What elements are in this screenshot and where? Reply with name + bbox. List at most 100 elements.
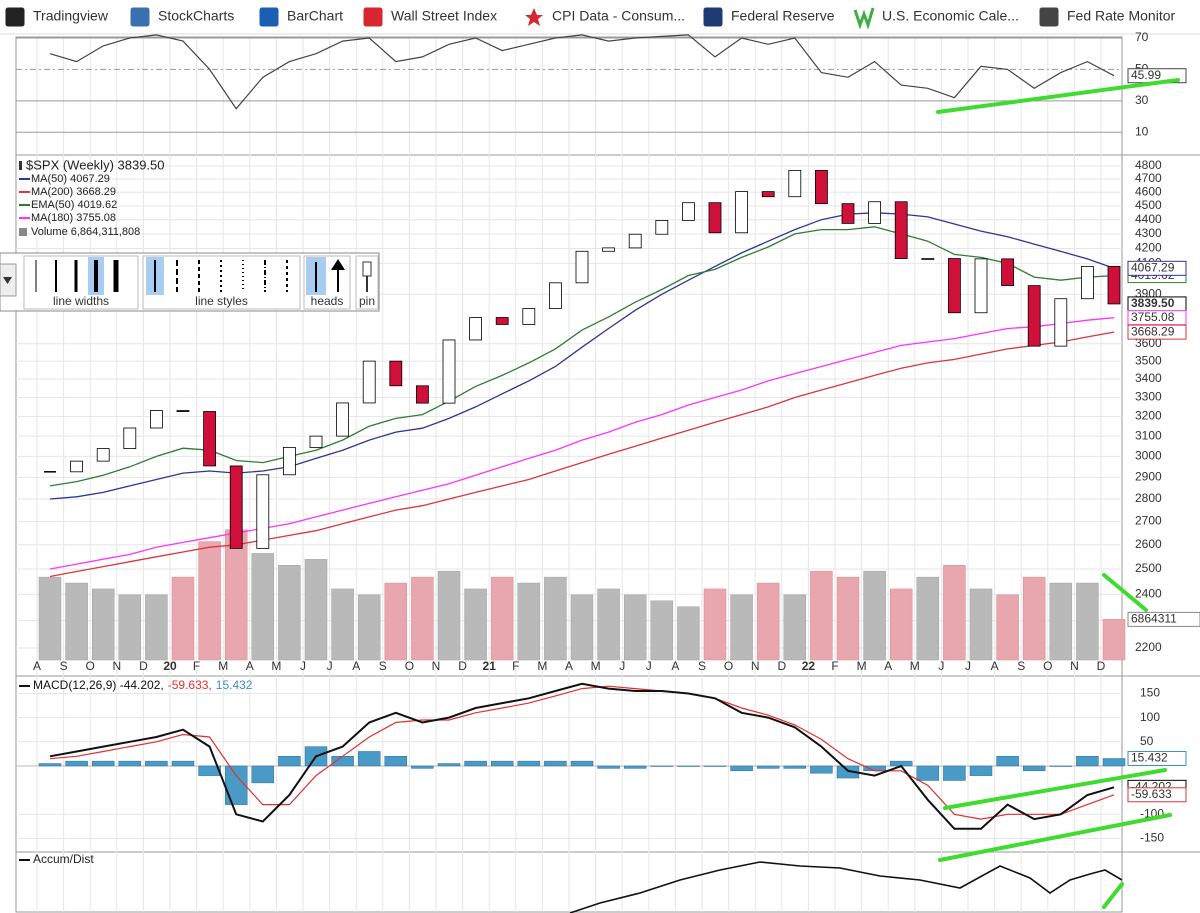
value-box: [1127, 751, 1187, 767]
volume-bar: [677, 606, 700, 661]
volume-bar: [889, 588, 913, 661]
volume-bar: [384, 582, 408, 661]
bookmark-icon: [853, 7, 875, 30]
bookmark-icon: [259, 7, 279, 27]
x-tick-label: A: [991, 659, 999, 673]
bookmark[interactable]: Tradingview: [5, 7, 109, 27]
candle: [1027, 285, 1041, 347]
x-tick-label: 22: [802, 659, 816, 673]
histogram-bar: [730, 765, 753, 772]
histogram-bar: [331, 756, 354, 767]
y-tick-label: -150: [1140, 831, 1164, 845]
histogram-bar: [198, 765, 221, 776]
bookmark[interactable]: Federal Reserve: [703, 7, 835, 27]
volume-bar: [810, 570, 833, 661]
x-tick-label: J: [619, 659, 625, 673]
histogram-bar: [118, 760, 142, 767]
histogram-bar: [65, 760, 88, 767]
value-label: 3755.08: [1131, 310, 1175, 324]
volume-bar: [1049, 582, 1073, 661]
x-tick-label: J: [646, 659, 652, 673]
macd-line: [49, 682, 1115, 830]
candle: [362, 360, 376, 404]
candle: [602, 247, 615, 252]
histogram-bar: [810, 765, 833, 774]
volume-bar: [730, 594, 753, 661]
volume-bar: [251, 553, 275, 661]
y-tick-label: 4200: [1135, 241, 1162, 255]
x-tick-label: A: [565, 659, 573, 673]
value-label: -59.633: [1131, 787, 1172, 801]
legend-icon: [19, 161, 22, 170]
volume-bar: [943, 565, 966, 661]
y-tick-label: 3500: [1135, 353, 1162, 367]
ma-line: [49, 226, 1115, 487]
toolbar-label: line styles: [195, 294, 248, 308]
bookmark-icon: [703, 7, 723, 27]
dropdown-arrow: [3, 277, 12, 284]
candle: [442, 339, 456, 404]
ma-line: [49, 331, 1115, 578]
toolbar-group[interactable]: line widths: [23, 255, 139, 310]
candle: [788, 169, 802, 198]
y-tick-label: 4400: [1135, 212, 1162, 226]
candle: [708, 202, 722, 234]
volume-bar: [171, 576, 195, 661]
candle: [974, 258, 988, 314]
toolbar-group[interactable]: line styles: [142, 255, 301, 310]
histogram-bar: [1102, 758, 1126, 767]
x-tick-label: S: [379, 659, 387, 673]
bookmark[interactable]: CPI Data - Consum...: [525, 8, 685, 26]
bookmark[interactable]: U.S. Economic Cale...: [853, 7, 1019, 30]
y-tick-label: 3200: [1135, 409, 1162, 423]
bookmark-icon: [525, 8, 543, 26]
candle: [415, 385, 429, 404]
x-tick-label: M: [857, 659, 867, 673]
candle: [469, 317, 483, 341]
x-tick-label: 21: [483, 659, 497, 673]
candle: [1107, 265, 1121, 305]
volume-bar: [65, 582, 88, 661]
volume-bar: [224, 529, 248, 661]
y-tick-label: 2500: [1135, 561, 1162, 575]
bookmark-icon: [5, 7, 25, 27]
volume-bar: [1102, 619, 1126, 661]
candle: [96, 448, 110, 462]
toolbar: line widths line styles heads pin: [0, 252, 380, 312]
y-tick-label: 2600: [1135, 537, 1162, 551]
dropdown-button[interactable]: [0, 263, 17, 297]
y-tick-label: 4300: [1135, 226, 1162, 240]
bookmark-label: BarChart: [287, 8, 343, 24]
volume-bar: [38, 576, 62, 661]
bookmark[interactable]: Fed Rate Monitor: [1039, 7, 1175, 27]
volume-bar: [703, 588, 727, 661]
histogram-bar: [650, 765, 674, 767]
histogram-bar: [1076, 756, 1099, 767]
candle: [894, 201, 908, 259]
value-label: 4067.29: [1131, 260, 1175, 274]
volume-bar: [145, 594, 168, 661]
candle: [309, 435, 323, 448]
pin-icon: [362, 261, 372, 277]
x-tick-label: D: [1097, 659, 1106, 673]
histogram-bar: [703, 765, 727, 767]
histogram-bar: [544, 760, 567, 767]
candle: [336, 402, 350, 437]
histogram-bar: [91, 760, 115, 767]
candle: [735, 191, 748, 234]
annotation-line: [938, 813, 1172, 862]
y-tick-label: 4800: [1135, 158, 1162, 172]
bookmark[interactable]: Wall Street Index: [363, 7, 497, 27]
bookmark[interactable]: StockCharts: [130, 7, 234, 27]
bookmark-label: StockCharts: [158, 8, 234, 24]
annotation-line: [1102, 573, 1148, 612]
bookmark[interactable]: BarChart: [259, 7, 343, 27]
rsi-line: [49, 34, 1115, 110]
histogram-bar: [517, 760, 541, 767]
ma-line: [49, 317, 1115, 570]
candle: [948, 258, 961, 314]
x-tick-label: J: [327, 659, 333, 673]
candle: [655, 220, 669, 235]
histogram-bar: [384, 756, 408, 767]
